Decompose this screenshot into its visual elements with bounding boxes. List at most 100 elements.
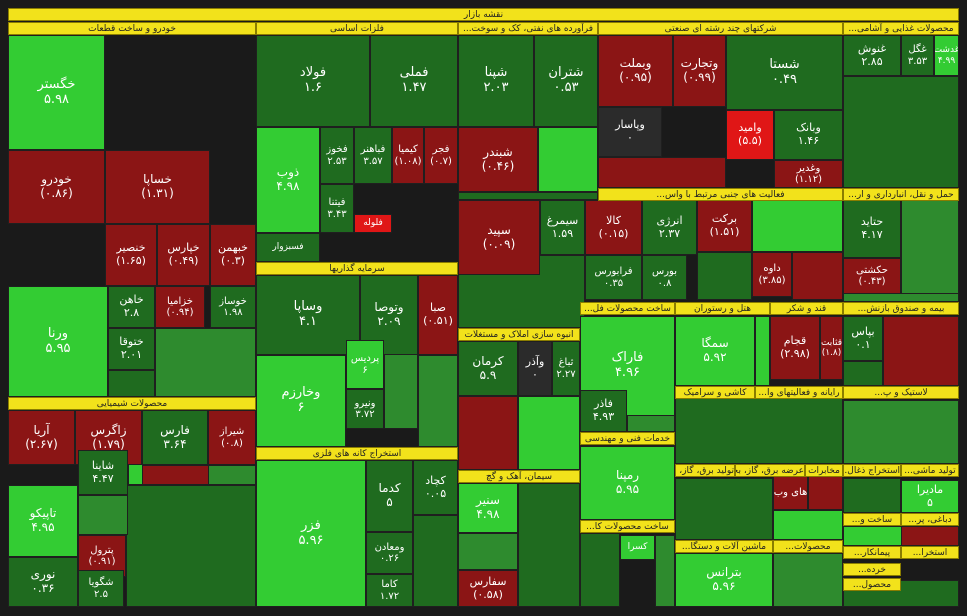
treemap-tile[interactable]: غدشت ۴.۹۹ — [934, 35, 959, 76]
treemap-minor-tile[interactable] — [155, 328, 256, 397]
treemap-tile[interactable]: وبانک ۱.۴۶ — [774, 110, 843, 160]
treemap-tile[interactable]: کیمیا (۱.۰۸) — [392, 127, 424, 184]
treemap-tile[interactable]: فسبزوار — [256, 233, 320, 262]
treemap-tile[interactable]: ختوقا ۲.۰۱ — [108, 328, 155, 370]
treemap-minor-tile[interactable] — [538, 127, 598, 192]
treemap-tile[interactable]: فولاد ۱.۶ — [256, 35, 370, 127]
treemap-tile[interactable]: شبندر (۰.۴۶) — [458, 127, 538, 192]
treemap-tile[interactable]: فرابورس ۰.۳۵ — [585, 255, 642, 300]
treemap-tile[interactable]: ذوب ۴.۹۸ — [256, 127, 320, 233]
treemap-tile[interactable]: ثباغ ۲.۲۷ — [552, 341, 580, 396]
treemap-minor-tile[interactable] — [655, 535, 675, 607]
treemap-tile[interactable]: حتاید ۴.۱۷ — [843, 200, 901, 258]
treemap-tile[interactable]: خساپا (۱.۳۱) — [105, 150, 210, 224]
treemap-tile[interactable]: غگل ۳.۵۳ — [901, 35, 934, 76]
treemap-tile[interactable]: غنوش ۲.۸۵ — [843, 35, 901, 76]
treemap-minor-tile[interactable] — [843, 76, 959, 188]
treemap-tile[interactable]: قثابت (۱.۸) — [820, 316, 843, 380]
treemap-tile[interactable]: مادیرا ۵ — [901, 480, 959, 513]
treemap-tile[interactable]: فیتنا ۳.۴۳ — [320, 184, 354, 233]
treemap-minor-tile[interactable] — [773, 510, 843, 540]
treemap-tile[interactable]: نوری ۰.۳۶ — [8, 557, 78, 607]
treemap-tile[interactable]: ومعادن ۰.۲۶ — [366, 532, 413, 574]
treemap-minor-tile[interactable] — [675, 478, 773, 540]
treemap-tile[interactable]: وآذر ۰ — [518, 341, 552, 396]
treemap-tile[interactable]: کرمان ۵.۹ — [458, 341, 518, 396]
treemap-minor-tile[interactable] — [843, 400, 959, 464]
treemap-tile[interactable]: سیمرغ ۱.۵۹ — [540, 200, 585, 255]
treemap-tile[interactable]: سفارس (۰.۵۸) — [458, 570, 518, 607]
treemap-minor-tile[interactable] — [108, 370, 155, 397]
treemap-tile[interactable]: خوساز ۱.۹۸ — [210, 286, 256, 328]
treemap-tile[interactable]: شپنا ۲.۰۳ — [458, 35, 534, 127]
treemap-tile[interactable]: صبا (۰.۵۱) — [418, 275, 458, 355]
treemap-minor-tile[interactable] — [418, 355, 458, 447]
treemap-minor-tile[interactable] — [675, 386, 843, 464]
treemap-tile[interactable]: شاینا ۴.۴۷ — [78, 450, 128, 495]
treemap-tile[interactable]: ورنا ۵.۹۵ — [8, 286, 108, 397]
treemap-tile[interactable]: وخارزم ۶ — [256, 355, 346, 447]
treemap-minor-tile[interactable] — [518, 483, 580, 607]
treemap-tile[interactable]: خودرو (۰.۸۶) — [8, 150, 105, 224]
treemap-minor-tile[interactable] — [843, 478, 901, 513]
treemap-tile[interactable]: تاپیکو ۴.۹۵ — [8, 485, 78, 557]
treemap-minor-tile[interactable] — [458, 192, 598, 200]
treemap-tile[interactable]: شستا ۰.۴۹ — [726, 35, 843, 110]
treemap-tile[interactable]: برکت (۱.۵۱) — [697, 200, 752, 252]
treemap-tile[interactable]: بترانس ۵.۹۶ — [675, 553, 773, 607]
treemap-tile[interactable]: حکشتی (۰.۴۳) — [843, 258, 901, 294]
treemap-tile[interactable]: فاذر ۴.۹۳ — [580, 390, 627, 432]
treemap-tile[interactable]: شگویا ۲.۵ — [78, 570, 124, 607]
treemap-tile[interactable]: سمگا ۵.۹۲ — [675, 316, 755, 386]
treemap-tile[interactable]: فخوز ۲.۵۳ — [320, 127, 354, 184]
treemap-tile[interactable]: وغدیر (۱.۱۲) — [774, 160, 843, 188]
treemap-minor-tile[interactable] — [413, 515, 458, 607]
treemap-tile[interactable]: های وب — [773, 475, 808, 510]
treemap-tile[interactable]: وپاسار ۰ — [598, 107, 662, 157]
treemap-minor-tile[interactable] — [458, 396, 518, 470]
treemap-tile[interactable]: خپارس (۰.۴۹) — [157, 224, 210, 286]
treemap-tile[interactable]: داوه (۳.۸۵) — [752, 252, 792, 297]
treemap-minor-tile[interactable] — [458, 533, 518, 570]
treemap-minor-tile[interactable] — [901, 526, 959, 546]
treemap-tile[interactable]: خگستر ۵.۹۸ — [8, 35, 105, 150]
treemap-tile[interactable]: کالا (۰.۱۵) — [585, 200, 642, 255]
treemap-tile[interactable]: وتجارت (۰.۹۹) — [673, 35, 726, 107]
treemap-tile[interactable]: فلوله — [354, 214, 392, 233]
treemap-tile[interactable]: خنصیر (۱.۶۵) — [105, 224, 157, 286]
treemap-tile[interactable]: کدما ۵ — [366, 460, 413, 532]
treemap-tile[interactable]: آریا (۲.۶۷) — [8, 410, 75, 465]
treemap-minor-tile[interactable] — [697, 252, 752, 300]
treemap-minor-tile[interactable] — [883, 316, 959, 386]
treemap-tile[interactable]: فارس ۳.۶۴ — [142, 410, 208, 465]
treemap-minor-tile[interactable] — [901, 200, 959, 294]
treemap-tile[interactable]: وامید (۵.۵) — [726, 110, 774, 160]
treemap-tile[interactable]: فملی ۱.۴۷ — [370, 35, 458, 127]
treemap-tile[interactable]: قجام (۲.۹۸) — [770, 316, 820, 380]
treemap-tile[interactable]: رمپنا ۵.۹۵ — [580, 446, 675, 520]
treemap-tile[interactable]: سپید (۰.۰۹) — [458, 200, 540, 275]
treemap-tile[interactable]: وساپا ۴.۱ — [256, 275, 360, 355]
treemap-tile[interactable]: بپاس ۰.۱ — [843, 316, 883, 361]
treemap-tile[interactable]: سنیر ۴.۹۸ — [458, 483, 518, 533]
treemap-tile[interactable]: خزامیا (۰.۹۴) — [155, 286, 205, 328]
treemap-tile[interactable]: فزر ۵.۹۶ — [256, 460, 366, 607]
treemap-minor-tile[interactable] — [755, 316, 770, 386]
treemap-tile[interactable]: کسرا — [620, 535, 655, 560]
treemap-minor-tile[interactable] — [78, 495, 128, 535]
treemap-tile[interactable]: بورس ۰.۸ — [642, 255, 687, 300]
treemap-minor-tile[interactable] — [580, 533, 620, 607]
treemap-tile[interactable]: شتران ۰.۵۳ — [534, 35, 598, 127]
treemap-minor-tile[interactable] — [518, 396, 580, 470]
treemap-minor-tile[interactable] — [773, 553, 843, 607]
treemap-minor-tile[interactable] — [843, 361, 883, 386]
treemap-tile[interactable]: وبملت (۰.۹۵) — [598, 35, 673, 107]
treemap-minor-tile[interactable] — [126, 485, 256, 607]
treemap-minor-tile[interactable] — [208, 465, 256, 485]
treemap-tile[interactable]: ونیرو ۳.۷۲ — [346, 389, 384, 429]
treemap-tile[interactable]: پردیس ۶ — [346, 340, 384, 389]
treemap-tile[interactable]: کچاد ۰.۰۵ — [413, 460, 458, 515]
treemap-tile[interactable]: انرژی ۲.۳۷ — [642, 200, 697, 255]
treemap-tile[interactable]: کاما ۱.۷۲ — [366, 574, 413, 607]
treemap-minor-tile[interactable] — [752, 200, 843, 252]
